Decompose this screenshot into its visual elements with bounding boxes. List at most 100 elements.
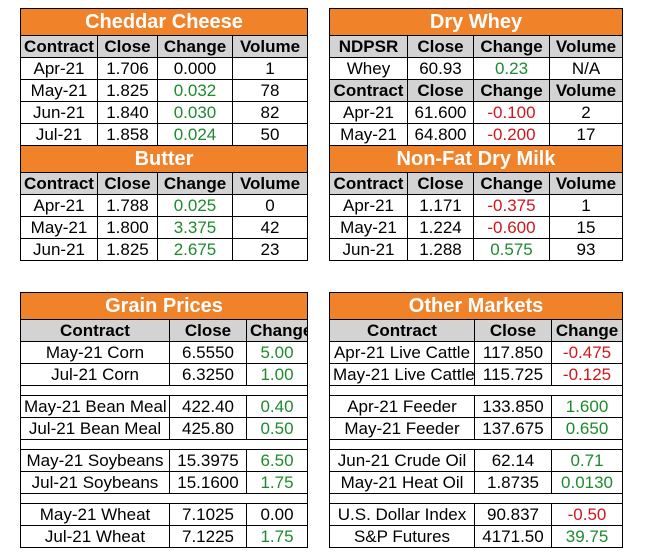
column-header-row: Contract Close Change <box>329 319 624 342</box>
change-cell: -0.475 <box>550 341 624 364</box>
change-cell: 39.75 <box>550 525 624 548</box>
contract-cell: Jul-21 Bean Meal <box>20 417 170 440</box>
volume-cell: 42 <box>231 216 309 239</box>
contract-cell: Whey <box>329 57 408 80</box>
table-row: May-21 Wheat 7.1025 0.00 <box>20 503 309 526</box>
contract-cell: Jul-21 Wheat <box>20 525 170 548</box>
column-header: Contract <box>20 319 170 342</box>
volume-cell: 17 <box>549 123 623 146</box>
section-title-row: Other Markets <box>328 292 624 320</box>
spacer-row <box>19 385 309 396</box>
section-title: Non-Fat Dry Milk <box>329 145 623 173</box>
contract-cell: Jun-21 <box>20 238 98 261</box>
spacer-cell <box>19 493 309 504</box>
volume-cell: 1 <box>231 57 309 80</box>
section-title-row: Butter <box>19 145 309 173</box>
contract-cell: U.S. Dollar Index <box>329 503 475 526</box>
column-header: Volume <box>549 79 623 102</box>
volume-cell: 2 <box>549 101 623 124</box>
contract-cell: May-21 Corn <box>20 341 170 364</box>
close-cell: 133.850 <box>474 395 552 418</box>
table-row: S&P Futures 4171.50 39.75 <box>329 525 624 548</box>
volume-cell: 0 <box>231 194 309 217</box>
contract-cell: Apr-21 <box>329 101 408 124</box>
close-cell: 115.725 <box>474 363 552 386</box>
contract-cell: May-21 <box>329 123 408 146</box>
column-header-row: Contract Close Change Volume <box>20 172 309 195</box>
close-cell: 137.675 <box>474 417 552 440</box>
column-header: NDPSR <box>329 35 408 58</box>
contract-cell: May-21 Live Cattle <box>329 363 475 386</box>
close-cell: 1.858 <box>97 123 158 146</box>
close-cell: 15.3975 <box>169 449 247 472</box>
change-cell: 1.600 <box>550 395 624 418</box>
change-cell: 0.575 <box>473 238 550 261</box>
table-row: Apr-21 Feeder 133.850 1.600 <box>329 395 624 418</box>
change-cell: 0.024 <box>157 123 233 146</box>
section-title-row: Grain Prices <box>19 292 309 320</box>
volume-cell: N/A <box>549 57 623 80</box>
table-row: U.S. Dollar Index 90.837 -0.50 <box>329 503 624 526</box>
spacer-cell <box>328 493 624 504</box>
table-row: Apr-21 1.171 -0.375 1 <box>329 194 623 217</box>
table-row: May-21 1.800 3.375 42 <box>20 216 309 239</box>
column-header: Close <box>97 172 158 195</box>
column-header: Volume <box>231 35 309 58</box>
change-cell: 0.23 <box>473 57 550 80</box>
contract-cell: Jun-21 Crude Oil <box>329 449 475 472</box>
table-row: Jul-21 Corn 6.3250 1.00 <box>20 363 309 386</box>
column-header: Contract <box>329 79 408 102</box>
contract-cell: Jun-21 <box>329 238 408 261</box>
close-cell: 6.3250 <box>169 363 247 386</box>
change-cell: -0.125 <box>550 363 624 386</box>
change-cell: 0.00 <box>245 503 309 526</box>
volume-cell: 78 <box>231 79 309 102</box>
volume-cell: 93 <box>549 238 623 261</box>
spacer-cell <box>328 385 624 396</box>
spacer-cell <box>328 439 624 450</box>
table-row: May-21 Corn 6.5550 5.00 <box>20 341 309 364</box>
column-header-row: Contract Close Change <box>20 319 309 342</box>
change-cell: 1.75 <box>245 525 309 548</box>
contract-cell: May-21 Heat Oil <box>329 471 475 494</box>
close-cell: 1.706 <box>97 57 158 80</box>
change-cell: -0.100 <box>473 101 550 124</box>
column-header: Close <box>169 319 247 342</box>
contract-cell: Jun-21 <box>20 101 98 124</box>
contract-cell: Apr-21 Live Cattle <box>329 341 475 364</box>
column-header: Change <box>473 79 550 102</box>
column-header: Close <box>407 172 474 195</box>
change-cell: 0.650 <box>550 417 624 440</box>
table-row: Jul-21 Soybeans 15.1600 1.75 <box>20 471 309 494</box>
table-row: Apr-21 1.706 0.000 1 <box>20 57 309 80</box>
change-cell: 2.675 <box>157 238 233 261</box>
close-cell: 1.825 <box>97 238 158 261</box>
change-cell: 0.032 <box>157 79 233 102</box>
close-cell: 90.837 <box>474 503 552 526</box>
close-cell: 64.800 <box>407 123 474 146</box>
grain-prices-table: Grain Prices Contract Close Change May-21 Co… <box>19 292 309 548</box>
table-row: Jul-21 1.858 0.024 50 <box>20 123 309 146</box>
spacer-row <box>19 493 309 504</box>
contract-cell: May-21 Bean Meal <box>20 395 170 418</box>
contract-cell: Jul-21 <box>20 123 98 146</box>
close-cell: 117.850 <box>474 341 552 364</box>
column-header: Volume <box>549 35 623 58</box>
close-cell: 4171.50 <box>474 525 552 548</box>
table-row: Apr-21 61.600 -0.100 2 <box>329 101 623 124</box>
change-cell: 1.00 <box>245 363 309 386</box>
close-cell: 1.840 <box>97 101 158 124</box>
section-title-row: Cheddar Cheese <box>19 8 309 36</box>
volume-cell: 15 <box>549 216 623 239</box>
column-header-row: Contract Close Change Volume <box>20 35 309 58</box>
change-cell: 0.71 <box>550 449 624 472</box>
contract-cell: Apr-21 <box>20 194 98 217</box>
change-cell: 5.00 <box>245 341 309 364</box>
contract-cell: Apr-21 <box>20 57 98 80</box>
spacer-row <box>328 385 624 396</box>
contract-cell: Apr-21 Feeder <box>329 395 475 418</box>
change-cell: 0.000 <box>157 57 233 80</box>
table-row: Jun-21 1.840 0.030 82 <box>20 101 309 124</box>
table-row: May-21 Bean Meal 422.40 0.40 <box>20 395 309 418</box>
column-header: Contract <box>20 172 98 195</box>
